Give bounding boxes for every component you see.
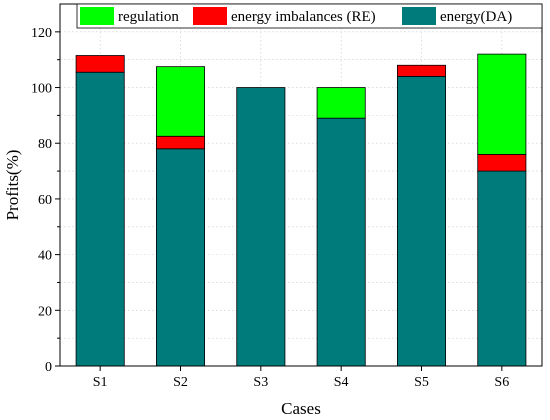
- plot-frame: [59, 3, 543, 367]
- x-tick-label: S5: [414, 375, 429, 390]
- y-axis-title: Profits(%): [3, 150, 22, 221]
- y-tick-label: 20: [38, 304, 52, 319]
- legend-label: regulation: [118, 9, 179, 25]
- y-tick-label: 120: [31, 26, 52, 41]
- grid-lines: [60, 3, 542, 366]
- bar-S6-energy(DA): [477, 170, 527, 367]
- x-tick-label: S4: [334, 375, 349, 390]
- bar-S6-energy imbalances (RE): [477, 153, 527, 172]
- legend-swatch: [80, 7, 114, 25]
- bar-S3-energy(DA): [236, 87, 286, 367]
- legend-swatch: [193, 7, 227, 25]
- bar-S5-energy imbalances (RE): [396, 64, 446, 77]
- bar-S4-energy(DA): [316, 117, 366, 367]
- bar-S1-energy imbalances (RE): [75, 55, 125, 73]
- bar-S4-regulation: [316, 87, 366, 119]
- legend: regulation energy imbalances (RE) energy(D…: [76, 3, 543, 29]
- x-tick-label: S2: [173, 375, 188, 390]
- bar-S1-energy(DA): [75, 71, 125, 367]
- y-tick-label: 40: [38, 249, 52, 264]
- bar-S6-regulation: [477, 53, 527, 155]
- bars: [75, 53, 527, 367]
- y-tick-label: 60: [38, 193, 52, 208]
- x-axis-title: Cases: [281, 399, 321, 418]
- legend-label: energy imbalances (RE): [231, 9, 376, 25]
- axis-ticks: 0 20 40 60 80 100 120 S1 S2 S3 S4 S5 S6: [31, 26, 509, 390]
- legend-label: energy(DA): [440, 9, 512, 25]
- x-tick-label: S1: [93, 375, 108, 390]
- bar-S2-regulation: [155, 66, 205, 137]
- legend-swatch: [402, 7, 436, 25]
- y-tick-label: 100: [31, 82, 52, 97]
- x-tick-label: S3: [253, 375, 268, 390]
- y-tick-label: 0: [45, 360, 52, 375]
- y-tick-label: 80: [38, 137, 52, 152]
- bar-S2-energy(DA): [155, 148, 205, 367]
- bar-S5-energy(DA): [396, 76, 446, 367]
- x-tick-label: S6: [494, 375, 509, 390]
- bar-S2-energy imbalances (RE): [155, 135, 205, 150]
- legend-box: [76, 3, 543, 29]
